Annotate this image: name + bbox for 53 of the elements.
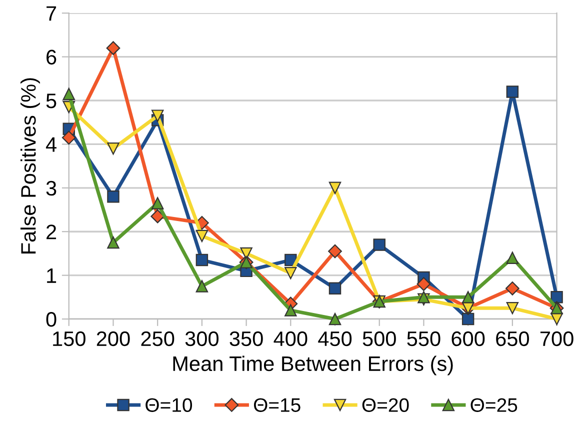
point	[107, 142, 120, 155]
y-axis-title: False Positives (%)	[20, 78, 40, 254]
x-tick-label: 600	[452, 331, 485, 346]
x-tick-label: 300	[185, 331, 219, 346]
point	[196, 280, 208, 292]
point	[550, 291, 563, 304]
point	[373, 238, 386, 251]
point	[328, 182, 342, 194]
y-tick-label: 5	[46, 94, 56, 108]
legend-label: Θ=15	[254, 398, 300, 412]
y-tick-label: 4	[46, 137, 56, 152]
point	[62, 130, 76, 145]
x-tick-label: 350	[230, 331, 263, 346]
point	[506, 302, 519, 314]
x-tick-label: 700	[540, 331, 574, 346]
point	[462, 291, 474, 304]
point	[196, 254, 208, 266]
y-tick-label: 2	[46, 224, 56, 240]
y-tick-label: 7	[46, 6, 56, 21]
legend-label: Θ=20	[362, 398, 409, 412]
x-tick-label: 650	[496, 331, 529, 346]
x-tick-label: 200	[96, 331, 130, 346]
legend-label: Θ=10	[146, 398, 192, 412]
point	[416, 277, 431, 291]
point	[151, 110, 164, 122]
point	[151, 197, 164, 210]
point	[106, 41, 120, 56]
x-tick-label: 500	[362, 331, 396, 346]
x-tick-label: 250	[141, 331, 174, 346]
point	[62, 88, 75, 100]
point	[107, 190, 120, 203]
legend-label: Θ=25	[470, 398, 518, 412]
x-tick-label: 400	[274, 331, 308, 346]
point	[196, 230, 208, 242]
y-tick-label: 1	[47, 268, 56, 283]
point	[505, 281, 520, 296]
x-axis-title: Mean Time Between Errors (s)	[173, 356, 453, 376]
point	[462, 312, 474, 326]
point	[506, 86, 519, 98]
point	[150, 209, 165, 224]
y-tick-label: 0	[46, 312, 56, 327]
y-tick-label: 6	[46, 50, 56, 65]
point	[284, 267, 297, 280]
x-tick-label: 450	[318, 331, 352, 346]
point	[328, 244, 342, 258]
point	[284, 304, 297, 316]
x-tick-label: 550	[407, 331, 440, 346]
y-tick-label: 3	[46, 180, 56, 196]
point	[328, 282, 342, 295]
point	[506, 252, 519, 264]
point	[107, 236, 120, 249]
x-tick-label: 150	[53, 331, 86, 346]
point	[328, 312, 342, 326]
